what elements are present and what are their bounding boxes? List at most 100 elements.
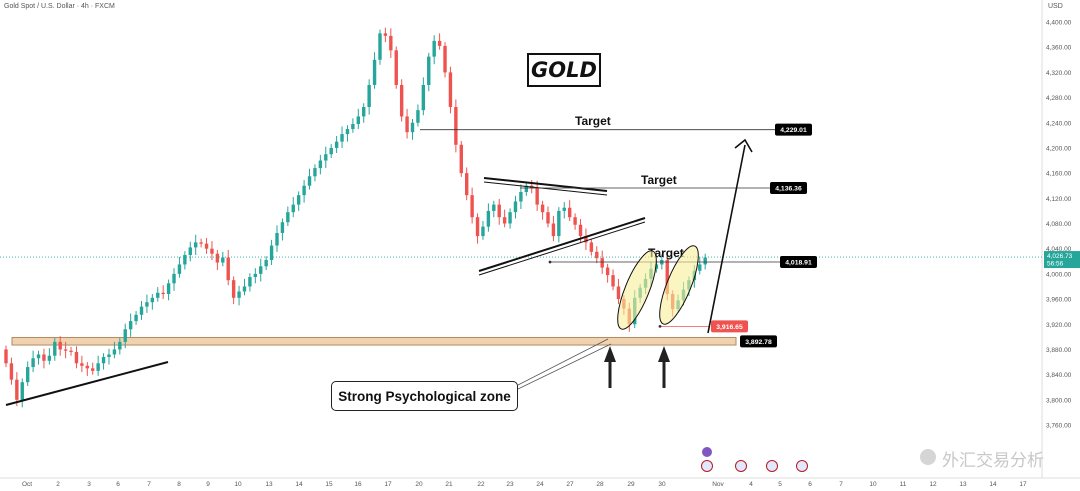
y-tick-label: 4,120.00 — [1046, 196, 1072, 203]
x-tick-label: 7 — [147, 481, 151, 488]
y-tick-label: 3,760.00 — [1046, 423, 1072, 430]
candle — [248, 277, 252, 287]
candle — [416, 110, 420, 123]
candle — [96, 363, 100, 371]
x-tick-label: 14 — [989, 481, 997, 488]
candle — [172, 273, 176, 284]
candle — [107, 354, 111, 357]
candle — [291, 204, 295, 213]
target-label-3: Target — [648, 246, 684, 260]
candle — [25, 367, 30, 383]
up-arrow-head — [658, 346, 670, 362]
candle — [183, 254, 187, 265]
candle — [280, 222, 285, 233]
x-tick-label: 13 — [959, 481, 967, 488]
x-tick-label: 17 — [384, 481, 392, 488]
watermark-text: 外汇交易分析 — [942, 451, 1044, 471]
candle — [546, 212, 550, 224]
candle — [383, 33, 388, 36]
x-tick-label: 10 — [234, 481, 242, 488]
level-label-box — [740, 335, 777, 348]
candle — [351, 124, 355, 130]
candle — [324, 154, 328, 161]
level-label-text: 4,136.36 — [775, 186, 802, 193]
candle — [53, 341, 57, 356]
candle — [475, 217, 480, 237]
psychological-zone-label: Strong Psychological zone — [331, 381, 518, 411]
candle — [215, 253, 220, 263]
candle — [535, 188, 539, 205]
candle — [20, 382, 24, 400]
candle — [264, 260, 268, 267]
candle — [199, 242, 203, 244]
candle — [15, 379, 19, 400]
currency-label: USD — [1048, 3, 1063, 10]
candle — [302, 185, 306, 196]
highlight-ellipse-2 — [659, 245, 699, 325]
candle — [74, 351, 79, 364]
flag-event-icon[interactable] — [766, 460, 778, 472]
candle — [237, 291, 241, 298]
x-tick-label: 10 — [869, 481, 877, 488]
flag-event-icon[interactable] — [735, 460, 747, 472]
candle — [128, 321, 133, 330]
candle — [595, 251, 599, 259]
candle — [611, 275, 615, 287]
gold-title-box: GOLD — [527, 53, 601, 87]
x-tick-label: 7 — [839, 481, 843, 488]
price-axis[interactable] — [1042, 0, 1080, 478]
candle — [134, 314, 138, 322]
candle — [427, 56, 431, 85]
candle — [150, 297, 155, 303]
candle — [502, 217, 507, 224]
x-tick-label: 21 — [445, 481, 453, 488]
wedge-upper-line — [483, 177, 608, 192]
candle — [356, 116, 360, 125]
candle — [367, 84, 371, 108]
candle — [210, 248, 214, 254]
candle — [394, 50, 398, 85]
candle — [204, 243, 209, 249]
candle — [286, 212, 290, 223]
candle — [318, 160, 323, 169]
level-label-text: 4,229.01 — [780, 127, 807, 134]
watermark-icon — [920, 449, 936, 465]
countdown-text: 56:56 — [1047, 261, 1064, 268]
candle — [63, 349, 68, 351]
flag-event-icon[interactable] — [796, 460, 808, 472]
level-label-text: 3,916.65 — [716, 324, 743, 331]
candle — [557, 210, 561, 237]
level-label-box — [775, 123, 812, 136]
level-label-box — [770, 182, 807, 195]
candle — [221, 257, 225, 263]
candle — [253, 273, 258, 278]
x-tick-label: 9 — [206, 481, 210, 488]
candle — [605, 267, 610, 276]
candle — [101, 356, 106, 364]
candle — [459, 144, 463, 174]
candle — [665, 260, 669, 295]
x-tick-label: 17 — [1019, 481, 1027, 488]
up-arrow-head — [604, 346, 616, 362]
x-tick-label: 15 — [325, 481, 333, 488]
x-tick-label: 6 — [808, 481, 812, 488]
candle — [567, 207, 572, 218]
x-tick-label: Nov — [712, 481, 724, 488]
flag-event-icon[interactable] — [701, 460, 713, 472]
y-tick-label: 4,360.00 — [1046, 45, 1072, 52]
x-tick-label: 3 — [87, 481, 91, 488]
target-label-1: Target — [575, 114, 611, 128]
x-tick-label: 22 — [477, 481, 485, 488]
y-tick-label: 3,840.00 — [1046, 372, 1072, 379]
candle — [616, 286, 621, 300]
candle — [275, 232, 279, 246]
x-tick-label: 16 — [354, 481, 362, 488]
candle — [589, 242, 594, 252]
level-label-text: 4,018.91 — [785, 259, 812, 266]
x-tick-label: 2 — [56, 481, 60, 488]
level-label-box — [711, 320, 748, 333]
level-label-text: 3,892.78 — [745, 339, 772, 346]
candle — [540, 204, 545, 213]
event-icon[interactable] — [702, 447, 712, 457]
